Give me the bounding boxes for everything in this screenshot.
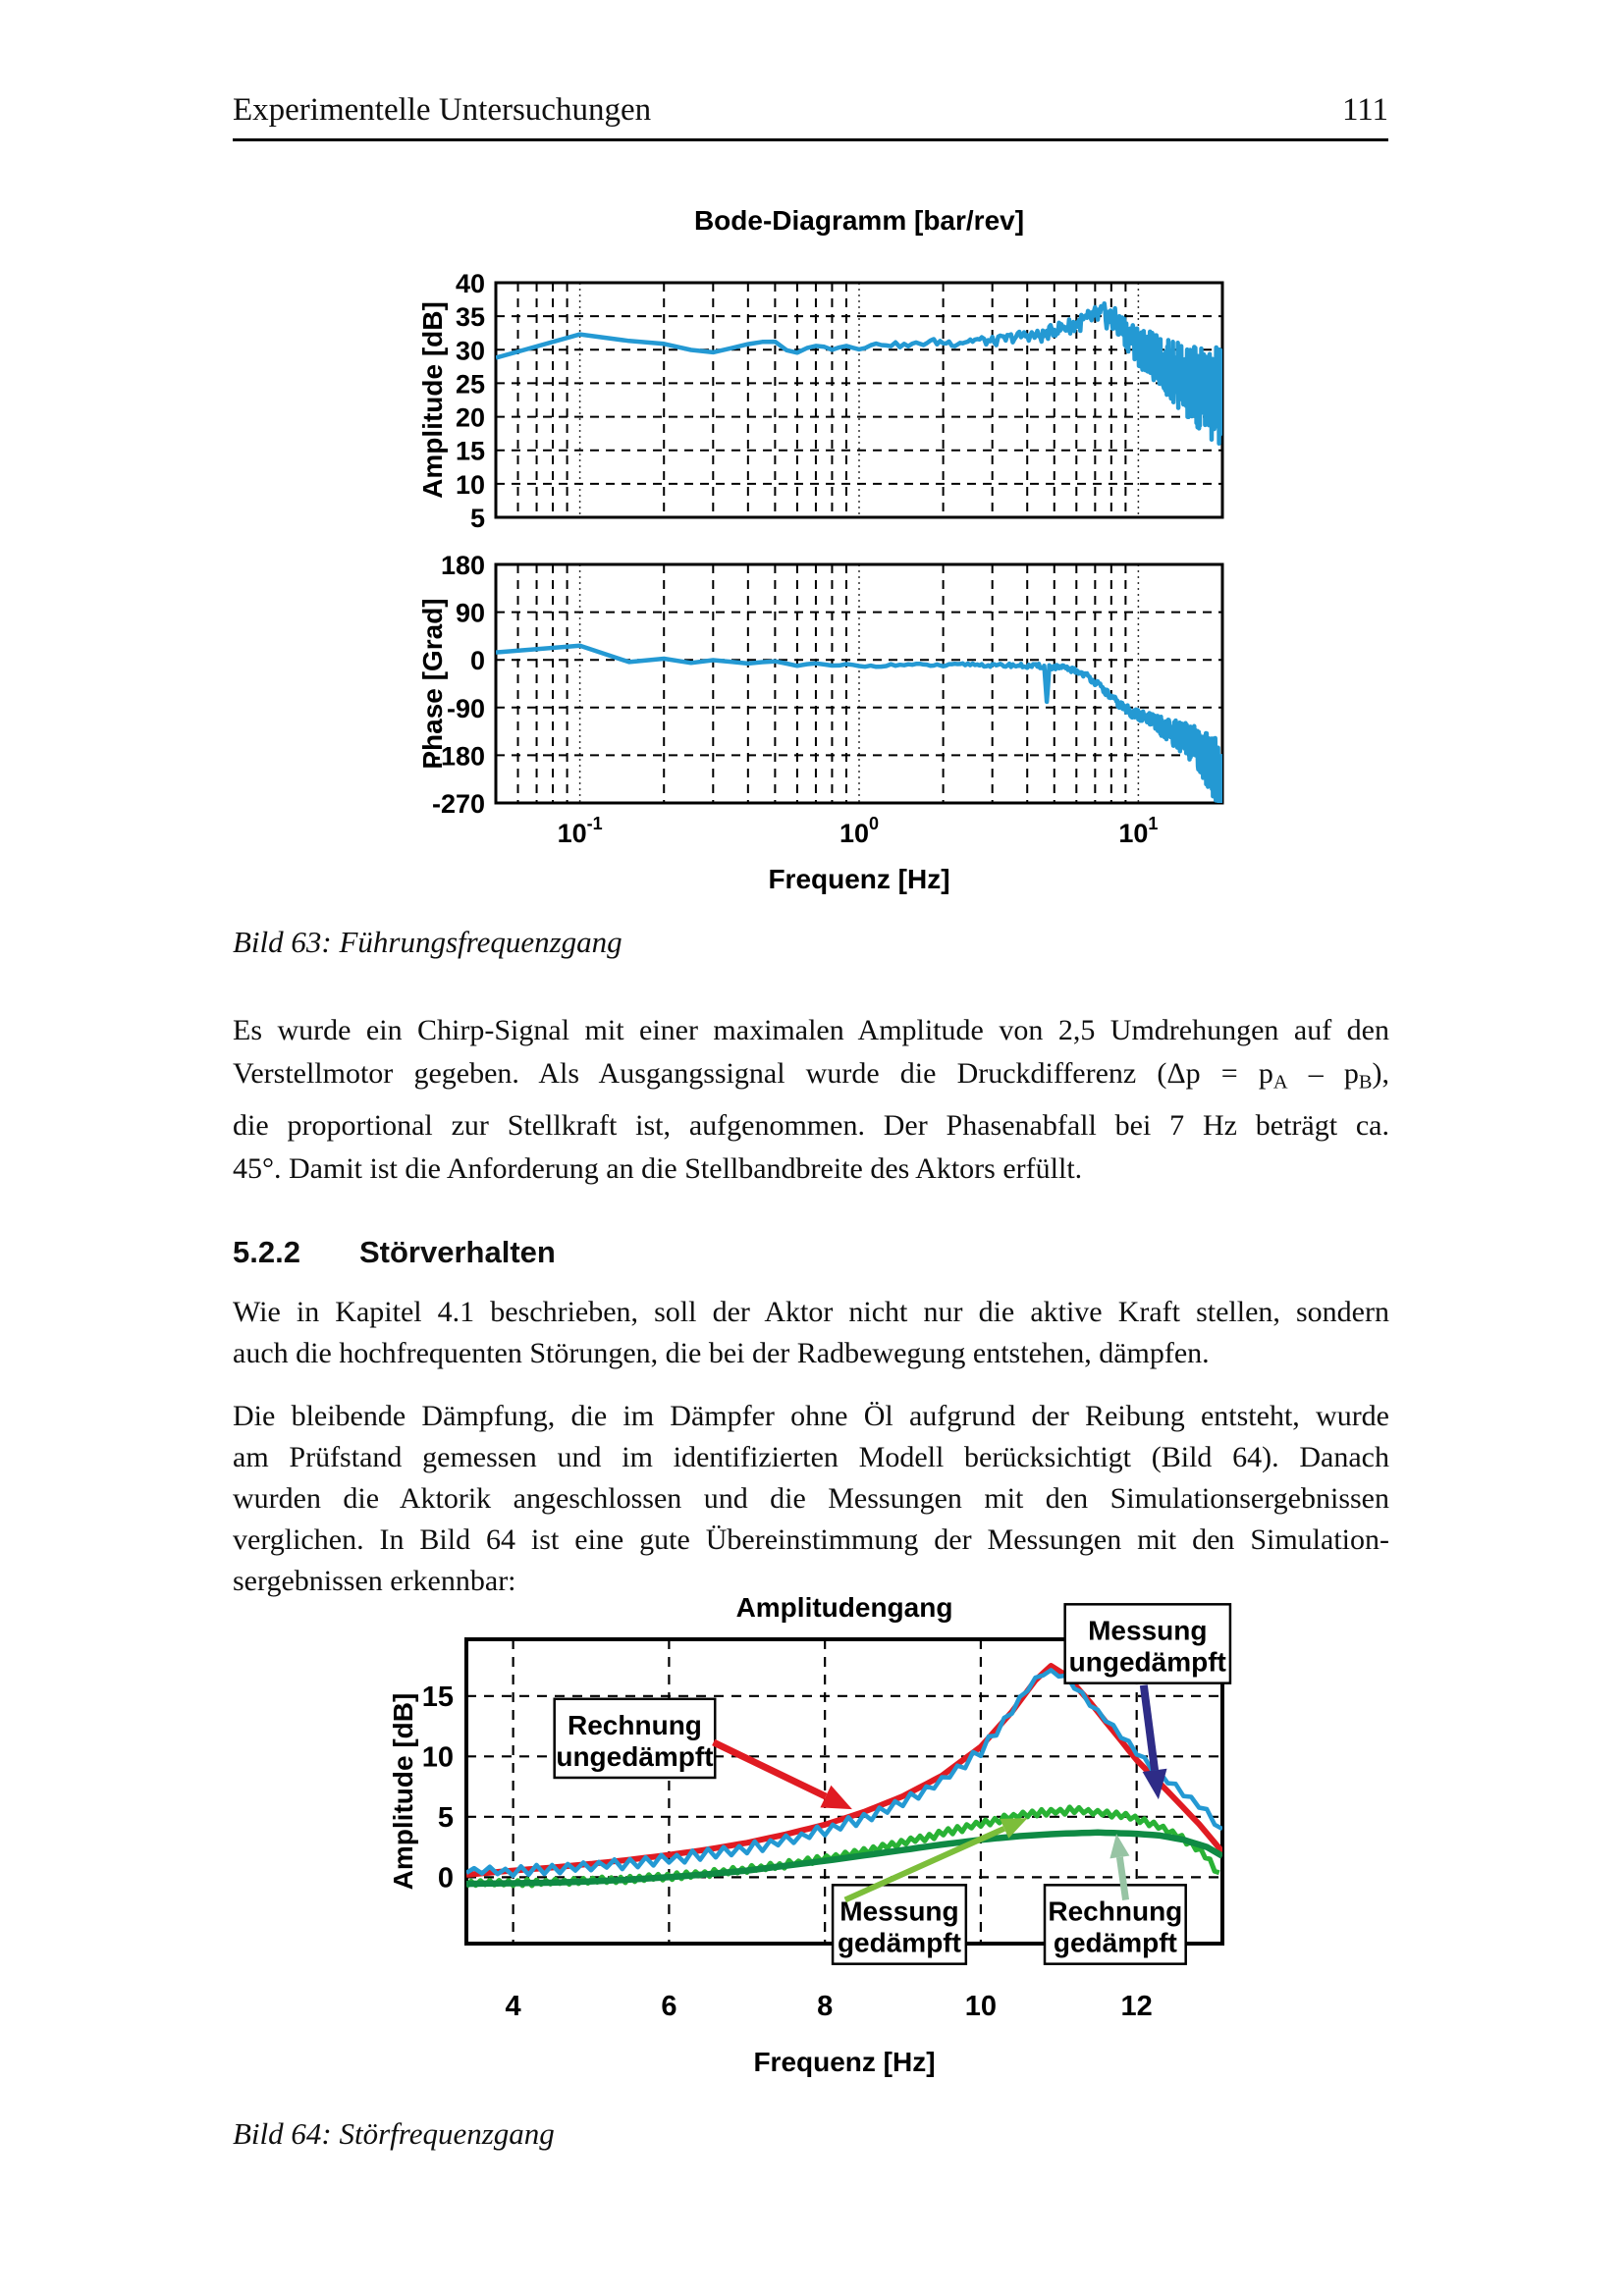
annotation-label: Rechnung ungedämpft (556, 1710, 713, 1772)
amplitudengang-figure: Amplitudengang 15 10 5 0 Amplitude [dB] 4 6 8 10 1… (388, 1592, 1232, 2077)
annotation-arrow-shaft (843, 1826, 1006, 1903)
y-tick-label: 10 (456, 470, 485, 500)
annotation-box (1043, 1884, 1187, 1965)
x-tick-label: 101 (1118, 814, 1158, 848)
section-title: Störverhalten (359, 1235, 556, 1269)
formula-mid: – p (1287, 1057, 1359, 1090)
annotation-arrow-shaft (1115, 1856, 1130, 1900)
y-tick-label: 25 (456, 369, 485, 399)
paragraph-line-formula: Verstellmotor gegeben. Als Ausgangssigna… (233, 1052, 1389, 1104)
y-tick-label: 5 (470, 504, 485, 533)
section-heading: 5.2.2 Störverhalten (233, 1235, 556, 1270)
x-tick-label: 10 (965, 1991, 997, 2022)
figure-caption-bild64: Bild 64: Störfrequenzgang (233, 2116, 555, 2151)
paragraph-line: verglichen. In Bild 64 ist eine gute Übe… (233, 1523, 1389, 1556)
chart-title: Bode-Diagramm [bar/rev] (694, 205, 1024, 236)
y-axis-label: Phase [Grad] (417, 598, 448, 769)
x-axis-label: Frequenz [Hz] (768, 864, 949, 894)
formula-subscript-a: A (1272, 1071, 1288, 1094)
paragraph-line: die proportional zur Stellkraft ist, auf… (233, 1108, 1389, 1142)
series-group (496, 300, 1222, 447)
plot-frame (494, 562, 1224, 805)
y-tick-label: 180 (441, 551, 485, 580)
paragraph-stoerverhalten-intro: Wie in Kapitel 4.1 beschrieben, soll der… (233, 1292, 1389, 1374)
page-number: 111 (1341, 92, 1388, 128)
y-axis-label: Amplitude [dB] (388, 1693, 418, 1891)
paragraph-chirp-signal: Es wurde ein Chirp-Signal mit einer maxi… (233, 1009, 1389, 1191)
series-group (466, 1663, 1222, 1889)
annotation-arrow-head (1142, 1768, 1167, 1800)
x-tick-label: 10-1 (558, 814, 603, 848)
annotation-label: Rechnung gedämpft (1048, 1896, 1182, 1958)
y-tick-label: 0 (470, 646, 485, 675)
section-number: 5.2.2 (233, 1235, 300, 1269)
y-tick-label: 0 (438, 1862, 454, 1894)
y-tick-label: 5 (438, 1802, 454, 1834)
paragraph-line: Wie in Kapitel 4.1 beschrieben, soll der… (233, 1296, 1389, 1328)
y-tick-label: 10 (422, 1741, 454, 1773)
annotation-arrow-head (820, 1785, 852, 1810)
running-header-title: Experimentelle Untersuchungen (233, 92, 652, 128)
bode-diagram-figure: Bode-Diagramm [bar/rev] 40 35 30 25 20 15 10 5 Am… (417, 205, 1224, 894)
annotation-box (1063, 1603, 1232, 1684)
paragraph-daempfung: Die bleibende Dämpfung, die im Dämpfer o… (233, 1396, 1389, 1602)
y-tick-label: -180 (432, 741, 485, 771)
y-tick-label: 30 (456, 336, 485, 365)
measurement-curve (466, 1829, 1222, 1888)
annotation-arrow-shaft (712, 1738, 828, 1800)
annotation-box (553, 1697, 717, 1780)
x-tick-label: 8 (817, 1991, 833, 2022)
y-tick-label: 20 (456, 403, 485, 433)
paragraph-line: auch die hochfrequenten Störungen, die b… (233, 1337, 1210, 1369)
figure-caption-bild63: Bild 63: Führungsfrequenzgang (233, 925, 622, 959)
chart-title: Amplitudengang (736, 1592, 953, 1623)
formula-pre: Verstellmotor gegeben. Als Ausgangssigna… (233, 1057, 1273, 1090)
x-tick-label: 12 (1121, 1991, 1153, 2022)
paragraph-line: sergebnissen erkennbar: (233, 1565, 516, 1597)
x-tick-label: 4 (506, 1991, 521, 2022)
y-tick-label: 15 (456, 437, 485, 466)
paragraph-line: 45°. Damit ist die Anforderung an die St… (233, 1151, 1083, 1185)
y-tick-label: 35 (456, 302, 485, 332)
annotation-arrow-head (1109, 1834, 1130, 1859)
series-group (496, 643, 1222, 803)
x-tick-label: 6 (661, 1991, 676, 2022)
formula-post: ), (1372, 1057, 1390, 1090)
annotation-arrow-head (1000, 1818, 1028, 1839)
x-tick-label: 100 (839, 814, 879, 848)
measurement-curve (466, 1668, 1222, 1879)
y-tick-label: -270 (432, 789, 485, 819)
paragraph-line: am Prüfstand gemessen und im identifizie… (233, 1441, 1389, 1473)
paragraph-line: wurden die Aktorik angeschlossen und die… (233, 1482, 1389, 1515)
measurement-curve (496, 300, 1222, 447)
y-tick-label: 15 (422, 1682, 454, 1713)
header-rule (233, 138, 1388, 141)
y-tick-label: 40 (456, 269, 485, 298)
annotation-label: Messung gedämpft (838, 1896, 961, 1958)
measurement-curve (496, 643, 1222, 803)
formula-subscript-b: B (1358, 1071, 1373, 1094)
annotation-label: Messung ungedämpft (1069, 1615, 1226, 1677)
x-axis-label: Frequenz [Hz] (753, 2047, 935, 2077)
y-tick-label: -90 (447, 694, 485, 723)
annotation-arrow-shaft (1139, 1684, 1160, 1771)
y-tick-label: 90 (456, 599, 485, 628)
paragraph-line: Die bleibende Dämpfung, die im Dämpfer o… (233, 1400, 1389, 1432)
paragraph-line: Es wurde ein Chirp-Signal mit einer maxi… (233, 1014, 1389, 1046)
y-axis-label: Amplitude [dB] (417, 301, 448, 499)
